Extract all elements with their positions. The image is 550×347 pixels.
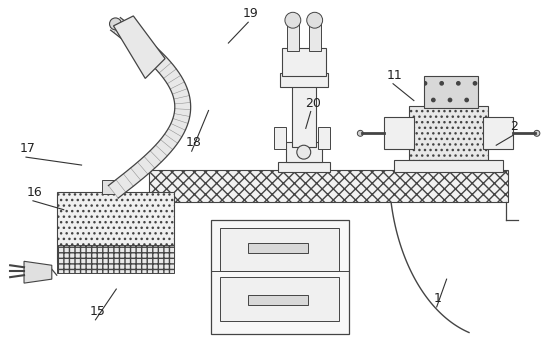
Text: 11: 11 xyxy=(387,69,403,82)
Bar xyxy=(384,117,414,149)
Polygon shape xyxy=(113,16,165,78)
Polygon shape xyxy=(24,261,52,283)
Bar xyxy=(309,23,321,51)
Bar xyxy=(483,117,513,149)
Circle shape xyxy=(358,130,364,136)
Bar xyxy=(287,23,299,51)
Text: 15: 15 xyxy=(90,305,106,318)
Text: 16: 16 xyxy=(27,186,43,199)
Text: 1: 1 xyxy=(434,292,442,305)
Bar xyxy=(394,160,503,172)
Bar xyxy=(248,295,308,305)
Bar xyxy=(102,180,122,194)
Circle shape xyxy=(109,18,122,30)
Bar xyxy=(409,105,488,160)
Bar xyxy=(278,162,329,172)
Bar xyxy=(221,228,339,271)
Bar xyxy=(57,245,174,273)
Bar xyxy=(286,142,322,162)
Text: 20: 20 xyxy=(305,96,321,110)
Circle shape xyxy=(297,145,311,159)
Circle shape xyxy=(307,12,323,28)
Text: 18: 18 xyxy=(186,136,202,149)
Text: 17: 17 xyxy=(20,142,36,155)
Bar xyxy=(211,220,349,334)
Bar xyxy=(221,277,339,321)
Bar xyxy=(274,127,286,149)
Bar xyxy=(282,48,326,76)
Circle shape xyxy=(285,12,301,28)
Polygon shape xyxy=(108,18,191,198)
Bar xyxy=(292,83,316,147)
Circle shape xyxy=(534,130,540,136)
Bar xyxy=(149,170,508,202)
Text: 2: 2 xyxy=(510,120,518,133)
Bar xyxy=(318,127,329,149)
Text: 19: 19 xyxy=(242,7,258,20)
Bar xyxy=(280,73,328,87)
Bar xyxy=(424,76,478,108)
Bar xyxy=(57,192,174,263)
Bar xyxy=(248,244,308,253)
